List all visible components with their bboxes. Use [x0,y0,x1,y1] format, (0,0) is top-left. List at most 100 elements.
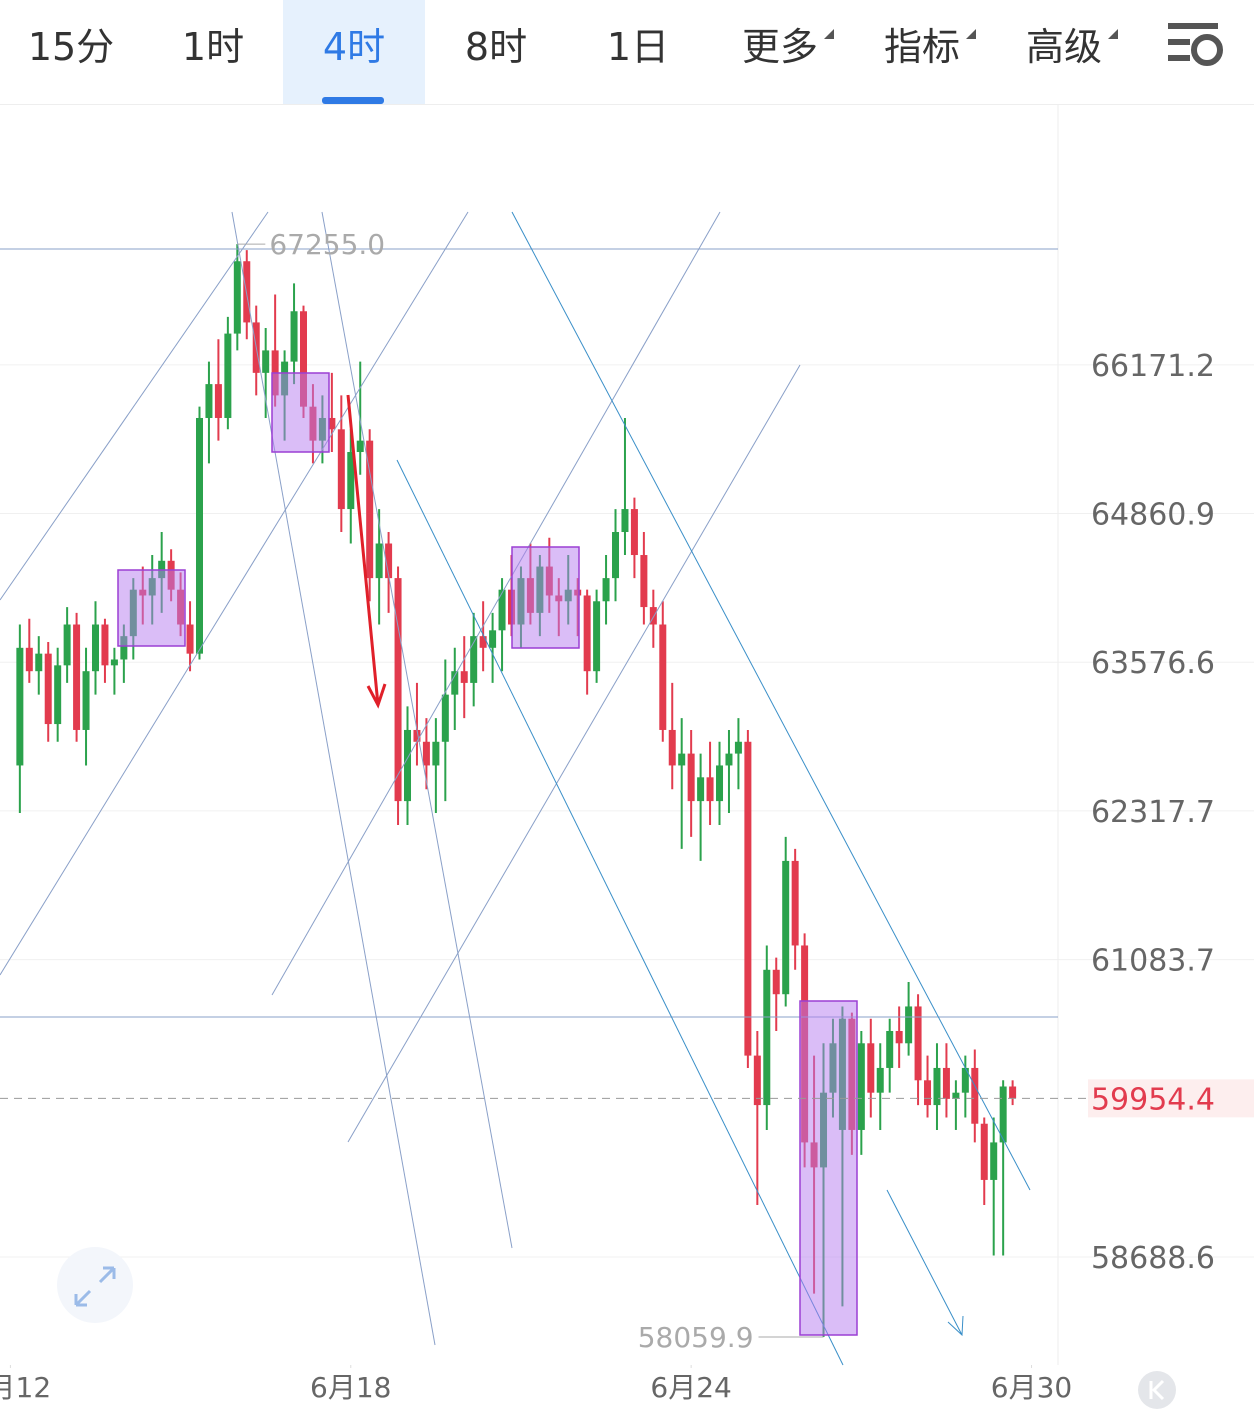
expand-icon [74,1266,116,1307]
candle-body [224,333,232,418]
candle-body [63,624,71,666]
tab[interactable]: 指标 [851,0,993,104]
candle-body [479,636,487,648]
candle-body [25,647,33,672]
candle-body [999,1086,1007,1143]
candle-body [300,311,308,407]
candle-body [404,729,412,802]
tab[interactable]: 4时 [283,0,425,104]
period-tabs: 15分 1时 4时 8时 1日 更多 指标 高级 [0,0,1254,105]
trend-line [511,211,1031,1191]
candle-body [422,741,430,766]
candle-body [924,1080,932,1106]
candle-body [489,630,497,648]
candle-body [16,647,24,766]
candle-body [612,532,620,579]
candle-body [54,665,62,725]
last-price-label: 59954.4 [1091,1082,1215,1117]
candle-body [44,653,52,725]
candle-body [725,753,733,766]
chart: 66171.2 64860.9 63576.6 62317.7 61083.7 58688… [0,104,1254,1409]
k-button[interactable] [1138,1371,1176,1409]
last-price-box [1088,1079,1254,1118]
candle-body [347,452,355,510]
x-tick-label: 6月30 [991,1371,1072,1404]
trend-line [271,211,721,996]
arrow [346,394,387,709]
candle-body [678,753,686,766]
y-tick-label: 61083.7 [1091,944,1215,979]
tab[interactable]: 8时 [464,25,528,69]
trend-line [0,211,469,976]
candle-body [990,1142,998,1180]
candle-body [905,1006,913,1044]
candle-body [366,440,374,579]
candle-body [233,261,241,334]
candle-body [763,969,771,1106]
candle-body [498,589,506,631]
candle-body [933,1067,941,1106]
candle-body [630,509,638,556]
arrow [886,1189,964,1337]
candle-body [328,417,336,430]
candle-body [621,509,629,533]
candle-body [432,741,440,766]
candle-body [195,417,203,654]
candle-body [952,1092,960,1099]
settings-icon[interactable] [1165,20,1225,70]
candle-body [706,777,714,802]
candle-body [441,694,449,742]
settings-glyph [1168,23,1223,66]
candle-body [782,860,790,995]
candle-body [394,578,402,802]
candle-body [734,741,742,754]
box [117,569,186,647]
candle-body [82,671,90,730]
trend-line [0,211,269,601]
tab-wrap: 指标 [884,25,976,69]
candle-body [101,624,109,666]
trend-line [321,211,513,1249]
candle-body [971,1067,979,1124]
candle-body [470,636,478,683]
candle-body [886,1030,894,1068]
candle-body [337,429,345,510]
trend-line [396,459,844,1366]
candle-body [35,653,43,672]
candle-body [214,384,222,418]
candle-body [659,624,667,730]
dropdown-icon [966,29,976,39]
candle-body [583,595,591,672]
tab[interactable]: 1日 [606,25,670,69]
tab[interactable]: 高级 [993,0,1135,104]
candle-body [697,777,705,802]
x-tick-label: 6月18 [310,1371,391,1404]
candle-body [413,729,421,742]
candle-body [942,1067,950,1099]
candle-body [772,969,780,995]
candle-body [91,624,99,672]
candle-body [290,311,298,362]
candle-body [262,350,270,373]
box [799,1000,858,1336]
trend-line [347,364,801,1143]
y-tick-label: 63576.6 [1091,646,1215,681]
candle-body [120,636,128,660]
candle-body [980,1123,988,1180]
candle-body [649,607,657,625]
candle-body [640,555,648,608]
expand-button[interactable] [57,1247,133,1323]
candle-body [385,543,393,579]
tab-wrap: 更多 [742,25,834,69]
k-icon [1149,1379,1165,1401]
candle-body [451,671,459,695]
candle-body [716,765,724,802]
tab[interactable]: 15分 [27,25,115,69]
candle-body [205,384,213,418]
tab[interactable]: 更多 [709,0,851,104]
candle-body [876,1067,884,1093]
candle-body [668,729,676,766]
tab[interactable]: 1时 [181,25,245,69]
candle-body [687,753,695,802]
